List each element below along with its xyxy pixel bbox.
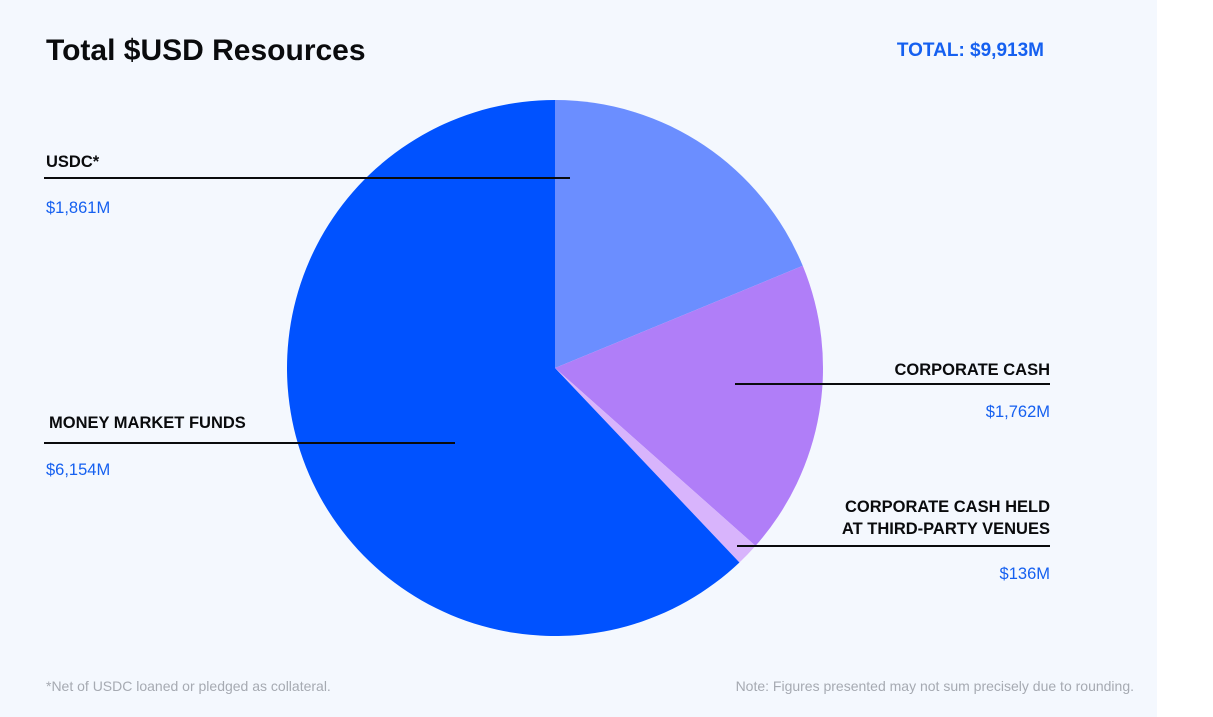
chart-panel: Total $USD Resources TOTAL: $9,913M USDC… <box>0 0 1157 717</box>
footnote-left: *Net of USDC loaned or pledged as collat… <box>46 678 331 694</box>
slice-label-third-party-line1: CORPORATE CASH HELD <box>844 498 1050 516</box>
chart-title: Total $USD Resources <box>46 34 366 67</box>
slice-label-money-market: MONEY MARKET FUNDS <box>49 414 246 432</box>
slice-label-third-party-line2: AT THIRD-PARTY VENUES <box>841 520 1050 538</box>
slice-value-third-party: $136M <box>999 565 1050 583</box>
pie-chart <box>44 100 1050 636</box>
pie-slice-third-party <box>555 368 756 563</box>
total-value: TOTAL: $9,913M <box>896 40 1044 61</box>
pie-slice-usdc <box>555 100 803 368</box>
slice-label-third-party: CORPORATE CASH HELD AT THIRD-PARTY VENUE… <box>842 496 1050 540</box>
slice-value-corporate-cash: $1,762M <box>985 403 1050 421</box>
slice-value-usdc: $1,861M <box>46 199 111 217</box>
slice-value-money-market: $6,154M <box>46 461 111 479</box>
slice-label-usdc: USDC* <box>46 153 100 171</box>
footnote-right: Note: Figures presented may not sum prec… <box>735 678 1134 694</box>
pie-slice-corporate-cash <box>555 265 824 546</box>
pie-slice-money-market <box>287 100 740 636</box>
slice-label-corporate-cash: CORPORATE CASH <box>894 361 1050 379</box>
